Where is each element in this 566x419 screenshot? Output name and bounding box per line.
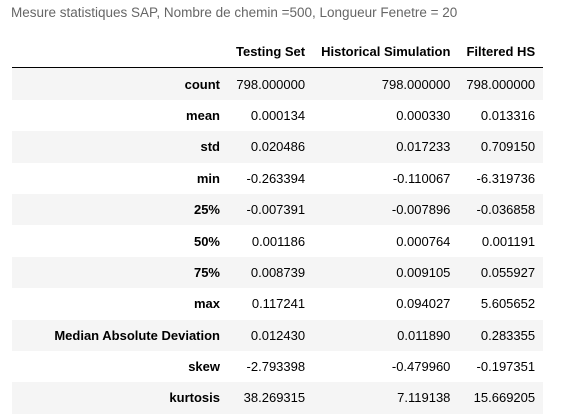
column-header-historical-simulation: Historical Simulation bbox=[313, 36, 459, 69]
table-row: Median Absolute Deviation 0.012430 0.011… bbox=[12, 319, 544, 351]
table-cell: -0.479960 bbox=[391, 359, 451, 375]
table-cell: 0.008739 bbox=[250, 264, 306, 280]
table-row: max 0.117241 0.094027 5.605652 bbox=[12, 288, 543, 319]
table-cell: 0.013316 bbox=[480, 107, 536, 123]
table-cell: -0.263394 bbox=[246, 170, 306, 186]
row-label: Median Absolute Deviation bbox=[54, 327, 220, 343]
table-cell: 0.117241 bbox=[251, 296, 306, 312]
table-row: skew -2.793398 -0.479960 -0.197351 bbox=[12, 351, 543, 382]
row-label: 75% bbox=[193, 264, 220, 280]
row-label: count bbox=[184, 76, 220, 92]
table-cell: 798.000000 bbox=[236, 76, 306, 92]
table-cell: 7.119138 bbox=[397, 390, 451, 406]
table-cell: 0.000134 bbox=[250, 107, 306, 123]
table-cell: 0.020486 bbox=[250, 139, 306, 155]
table-caption: Mesure statistiques SAP, Nombre de chemi… bbox=[11, 5, 458, 20]
table-cell: 798.000000 bbox=[466, 76, 536, 92]
row-label: skew bbox=[188, 359, 220, 375]
table-cell: -0.036858 bbox=[476, 202, 536, 218]
table-row: min -0.263394 -0.110067 -6.319736 bbox=[12, 163, 543, 194]
row-label: kurtosis bbox=[169, 390, 220, 406]
table-row: 75% 0.008739 0.009105 0.055927 bbox=[12, 256, 544, 289]
statistics-table: Testing Set Historical Simulation Filter… bbox=[12, 36, 544, 414]
table-cell: -0.197351 bbox=[476, 359, 536, 375]
table-cell: 5.605652 bbox=[480, 296, 536, 312]
table-row: count 798.000000 798.000000 798.000000 bbox=[12, 67, 544, 100]
row-label: min bbox=[196, 170, 220, 186]
table-cell: -6.319736 bbox=[476, 170, 536, 186]
table-cell: 38.269315 bbox=[243, 390, 306, 406]
row-label: max bbox=[193, 296, 220, 312]
table-cell: 0.017233 bbox=[396, 139, 451, 155]
table-row: mean 0.000134 0.000330 0.013316 bbox=[12, 100, 543, 131]
table-cell: 0.000764 bbox=[396, 233, 451, 249]
row-label: 50% bbox=[193, 233, 220, 249]
table-cell: -0.007896 bbox=[391, 202, 451, 218]
table-cell: -0.007391 bbox=[246, 202, 306, 218]
table-cell: 798.000000 bbox=[381, 76, 451, 92]
table-cell: 0.001186 bbox=[251, 233, 306, 249]
table-row: kurtosis 38.269315 7.119138 15.669205 bbox=[12, 382, 544, 414]
table-cell: 15.669205 bbox=[473, 390, 536, 406]
table-header-row: Testing Set Historical Simulation Filter… bbox=[12, 36, 544, 69]
table-cell: 0.709150 bbox=[480, 139, 536, 155]
table-cell: 0.009105 bbox=[396, 264, 451, 280]
row-label: std bbox=[200, 139, 221, 155]
table-cell: -2.793398 bbox=[246, 359, 306, 375]
row-label: 25% bbox=[193, 202, 220, 218]
index-header bbox=[12, 36, 228, 69]
column-header-testing-set: Testing Set bbox=[228, 36, 314, 69]
table-cell: 0.011890 bbox=[397, 327, 451, 343]
column-header-filtered-hs: Filtered HS bbox=[458, 36, 544, 69]
table-row: 50% 0.001186 0.000764 0.001191 bbox=[12, 225, 543, 256]
row-label: mean bbox=[186, 107, 220, 123]
table-cell: 0.012430 bbox=[250, 327, 306, 343]
table-cell: 0.000330 bbox=[396, 107, 451, 123]
table-cell: -0.110067 bbox=[392, 170, 451, 186]
table-cell: 0.094027 bbox=[396, 296, 451, 312]
table-row: 25% -0.007391 -0.007896 -0.036858 bbox=[12, 193, 544, 226]
table-row: std 0.020486 0.017233 0.709150 bbox=[12, 131, 544, 163]
table-cell: 0.055927 bbox=[480, 264, 536, 280]
table-cell: 0.001191 bbox=[481, 233, 536, 249]
table-cell: 0.283355 bbox=[480, 327, 536, 343]
